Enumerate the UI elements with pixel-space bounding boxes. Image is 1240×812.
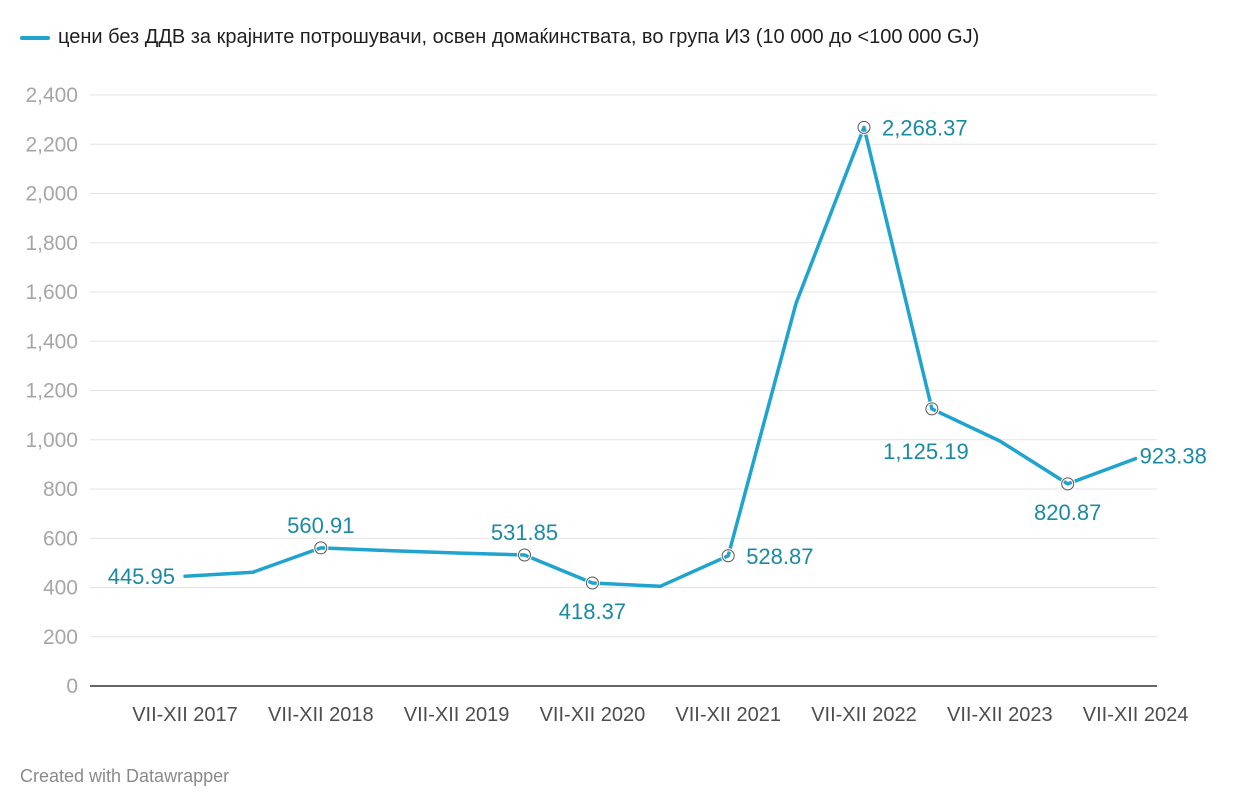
- data-label-halo: 2,268.37: [882, 115, 968, 140]
- y-tick-label: 1,200: [25, 380, 78, 403]
- y-tick-label: 800: [43, 478, 78, 501]
- y-tick-label: 1,800: [25, 232, 78, 255]
- data-point-marker: [925, 402, 939, 416]
- data-label: 923.38: [1140, 444, 1207, 469]
- data-label-halo: 445.95: [108, 564, 175, 589]
- data-point-marker: [518, 548, 531, 562]
- footer-credit: Created with Datawrapper: [20, 766, 230, 786]
- y-tick-label: 600: [43, 527, 78, 550]
- x-tick-label: VII-XII 2024: [1083, 704, 1189, 726]
- data-label-halo: 820.87: [1034, 500, 1101, 525]
- y-tick-label: 2,000: [25, 183, 78, 206]
- x-tick-label: VII-XII 2017: [132, 704, 238, 726]
- data-label-halo: 528.87: [746, 544, 813, 569]
- y-tick-label: 200: [43, 626, 78, 649]
- data-point-marker: [314, 541, 328, 555]
- data-label: 445.95: [108, 564, 175, 589]
- legend-label: цени без ДДВ за крајните потрошувачи, ос…: [58, 26, 980, 48]
- chart-legend: цени без ДДВ за крајните потрошувачи, ос…: [20, 26, 979, 49]
- y-tick-label: 1,600: [25, 281, 78, 304]
- y-tick-label: 2,200: [25, 133, 78, 156]
- data-label: 1,125.19: [883, 439, 969, 464]
- series-line: [183, 125, 1138, 589]
- x-tick-label: VII-XII 2022: [811, 704, 917, 726]
- data-label-halo: 560.91: [287, 513, 354, 538]
- data-label: 2,268.37: [882, 115, 968, 140]
- legend-swatch: [20, 35, 50, 40]
- y-tick-label: 0: [66, 675, 78, 698]
- data-label: 560.91: [287, 513, 354, 538]
- data-point-marker: [721, 549, 735, 563]
- x-tick-label: VII-XII 2019: [404, 704, 510, 726]
- x-tick-label: VII-XII 2021: [675, 704, 781, 726]
- data-label: 528.87: [746, 544, 813, 569]
- x-tick-label: VII-XII 2023: [947, 704, 1053, 726]
- y-tick-label: 2,400: [25, 84, 78, 107]
- data-label-halo: 1,125.19: [883, 439, 969, 464]
- y-tick-label: 400: [43, 577, 78, 600]
- data-point-marker: [857, 120, 871, 134]
- data-label: 531.85: [491, 520, 558, 545]
- data-label: 418.37: [559, 599, 626, 624]
- y-tick-label: 1,000: [25, 429, 78, 452]
- x-tick-label: VII-XII 2020: [540, 704, 646, 726]
- data-label: 820.87: [1034, 500, 1101, 525]
- y-tick-label: 1,400: [25, 330, 78, 353]
- data-point-marker: [585, 576, 599, 590]
- x-tick-label: VII-XII 2018: [268, 704, 374, 726]
- data-label-halo: 923.38: [1140, 444, 1207, 469]
- data-point-marker: [1061, 477, 1075, 491]
- data-label-halo: 418.37: [559, 599, 626, 624]
- data-label-halo: 531.85: [491, 520, 558, 545]
